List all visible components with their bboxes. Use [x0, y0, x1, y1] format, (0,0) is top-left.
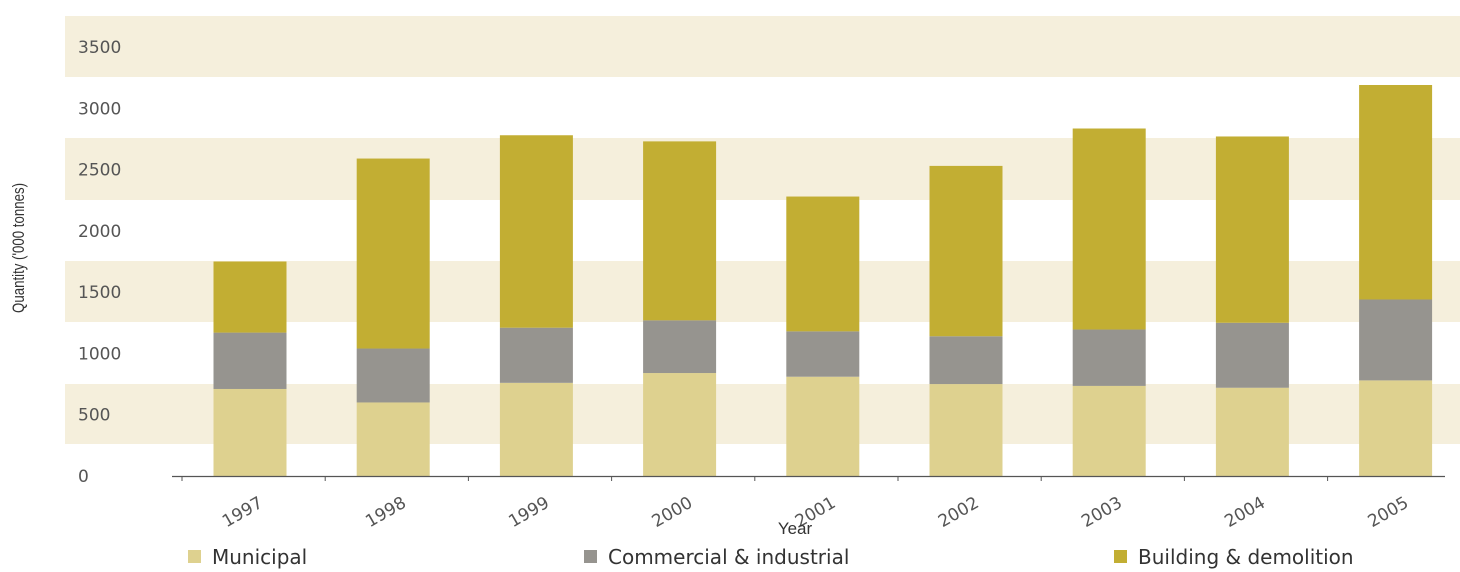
bar-commercial-industrial-2000	[643, 320, 717, 374]
y-tick-label: 1500	[78, 283, 121, 303]
legend-item-1: Commercial & industrial	[584, 545, 849, 569]
bar-commercial-industrial-1999	[499, 327, 573, 383]
legend-item-2: Building & demolition	[1114, 545, 1354, 569]
y-tick-label: 2000	[78, 222, 121, 242]
bar-municipal-2003	[1072, 385, 1146, 476]
bar-municipal-1998	[356, 402, 430, 476]
bar-municipal-2005	[1359, 380, 1433, 476]
bar-building-demolition-2004	[1215, 136, 1289, 323]
y-tick-label: 2500	[78, 161, 121, 181]
legend: Municipal Commercial & industrial Building…	[188, 545, 1354, 569]
x-tick-label-2003: 2003	[1078, 493, 1125, 532]
bar-building-demolition-1998	[356, 158, 430, 349]
legend-swatch	[584, 550, 597, 563]
bar-municipal-2002	[929, 384, 1003, 476]
bar-building-demolition-2000	[643, 141, 717, 321]
bar-building-demolition-2005	[1359, 84, 1433, 300]
legend-item-0: Municipal	[188, 545, 307, 569]
y-tick-label: 3000	[78, 99, 121, 119]
x-tick-label-2004: 2004	[1221, 493, 1268, 532]
legend-label: Municipal	[212, 545, 307, 569]
bar-commercial-industrial-1998	[356, 348, 430, 403]
y-axis-ticks: 0 500 1000 1500 2000 2500 3000 3500	[78, 38, 121, 487]
bars	[213, 84, 1433, 476]
x-tick-label-2000: 2000	[649, 493, 696, 532]
bar-commercial-industrial-2005	[1359, 299, 1433, 381]
legend-label: Commercial & industrial	[608, 545, 849, 569]
bar-municipal-2004	[1215, 387, 1289, 476]
bar-building-demolition-2003	[1072, 128, 1146, 330]
bar-building-demolition-1997	[213, 261, 287, 333]
bar-building-demolition-2001	[786, 196, 860, 332]
bar-commercial-industrial-2001	[786, 331, 860, 377]
bar-municipal-1999	[499, 382, 573, 476]
bar-building-demolition-1999	[499, 135, 573, 328]
legend-swatch	[188, 550, 201, 563]
y-tick-label: 1000	[78, 344, 121, 364]
y-axis-title: Quantity ('000 tonnes)	[10, 183, 29, 313]
x-tick-label-2002: 2002	[935, 493, 982, 532]
legend-label: Building & demolition	[1138, 545, 1354, 569]
bar-commercial-industrial-2002	[929, 336, 1003, 385]
bar-commercial-industrial-1997	[213, 332, 287, 389]
legend-swatch	[1114, 550, 1127, 563]
bar-commercial-industrial-2004	[1215, 322, 1289, 388]
bar-municipal-2000	[643, 373, 717, 476]
y-tick-label: 0	[78, 467, 89, 487]
y-tick-label: 3500	[78, 38, 121, 58]
bar-municipal-1997	[213, 388, 287, 476]
bar-building-demolition-2002	[929, 165, 1003, 337]
y-tick-label: 500	[78, 406, 110, 426]
bar-municipal-2001	[786, 376, 860, 476]
bar-commercial-industrial-2003	[1072, 329, 1146, 386]
x-tick-label-1998: 1998	[362, 493, 409, 532]
grid-band	[65, 16, 1460, 77]
x-tick-label-2005: 2005	[1365, 493, 1412, 532]
x-tick-label-1997: 1997	[219, 493, 266, 532]
x-axis-title: Year	[778, 519, 813, 538]
x-tick-label-1999: 1999	[505, 493, 552, 532]
